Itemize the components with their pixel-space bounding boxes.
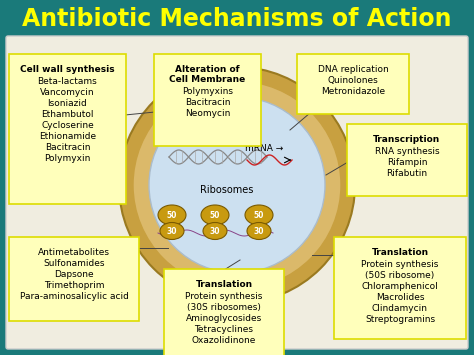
Text: (50S ribosome): (50S ribosome) [365,271,435,280]
Text: Sulfonamides: Sulfonamides [43,259,105,268]
FancyBboxPatch shape [164,269,284,355]
Text: Alteration of: Alteration of [175,65,240,74]
Text: Cycloserine: Cycloserine [41,121,94,130]
Ellipse shape [158,205,186,225]
Ellipse shape [247,223,271,240]
Text: Polymyxin: Polymyxin [44,154,91,163]
Text: Oxazolidinone: Oxazolidinone [192,336,256,345]
Text: Bacitracin: Bacitracin [185,98,230,107]
Text: Ethionamide: Ethionamide [39,132,96,141]
Text: Antimetabolites: Antimetabolites [38,248,110,257]
Text: Translation: Translation [372,248,428,257]
Text: Isoniazid: Isoniazid [47,99,87,108]
Text: 30: 30 [210,226,220,235]
Text: Transcription: Transcription [374,135,441,144]
Text: (30S ribosomes): (30S ribosomes) [187,303,261,312]
Text: Protein synthesis: Protein synthesis [185,292,263,301]
Text: Cell wall synthesis: Cell wall synthesis [20,65,115,74]
Text: Ethambutol: Ethambutol [41,110,94,119]
Text: mRNA →: mRNA → [245,144,283,153]
Ellipse shape [245,205,273,225]
Text: Rifabutin: Rifabutin [386,169,428,178]
Text: 50: 50 [167,211,177,219]
Text: Polymyxins: Polymyxins [182,87,233,96]
Text: Rifampin: Rifampin [387,158,427,167]
Text: 30: 30 [254,226,264,235]
Text: Streptogramins: Streptogramins [365,315,435,324]
Text: Quinolones: Quinolones [328,76,378,85]
Ellipse shape [160,223,184,240]
Text: Macrolides: Macrolides [376,293,424,302]
FancyBboxPatch shape [297,54,409,114]
Text: Metronidazole: Metronidazole [321,87,385,96]
Text: 30: 30 [167,226,177,235]
Text: Vancomycin: Vancomycin [40,88,95,97]
Text: 50: 50 [254,211,264,219]
Text: Translation: Translation [195,280,253,289]
Text: Neomycin: Neomycin [185,109,230,118]
Text: DNA replication: DNA replication [318,65,388,74]
Text: Aminoglycosides: Aminoglycosides [186,314,262,323]
FancyBboxPatch shape [154,54,261,146]
Text: Dapsone: Dapsone [54,270,94,279]
Text: Beta-lactams: Beta-lactams [37,77,97,86]
Text: Clindamycin: Clindamycin [372,304,428,313]
Text: Bacitracin: Bacitracin [45,143,90,152]
FancyBboxPatch shape [9,237,139,321]
Text: Trimethoprim: Trimethoprim [44,281,104,290]
FancyBboxPatch shape [334,237,466,339]
Text: RNA synthesis: RNA synthesis [374,147,439,156]
FancyBboxPatch shape [6,36,468,349]
Text: Tetracyclines: Tetracyclines [194,325,254,334]
Text: Ribosomes: Ribosomes [201,185,254,195]
Ellipse shape [201,205,229,225]
Text: Cell Membrane: Cell Membrane [169,75,246,84]
Text: DNA: DNA [201,135,223,145]
Text: Para-aminosalicylic acid: Para-aminosalicylic acid [19,292,128,301]
FancyBboxPatch shape [9,54,126,204]
Text: 50: 50 [210,211,220,219]
Text: Antibiotic Mechanisms of Action: Antibiotic Mechanisms of Action [22,7,452,31]
Text: Protein synthesis: Protein synthesis [361,260,439,269]
Circle shape [133,81,341,289]
FancyBboxPatch shape [347,124,467,196]
Ellipse shape [203,223,227,240]
Text: Chloramphenicol: Chloramphenicol [362,282,438,291]
Circle shape [119,67,355,303]
Circle shape [149,97,325,273]
